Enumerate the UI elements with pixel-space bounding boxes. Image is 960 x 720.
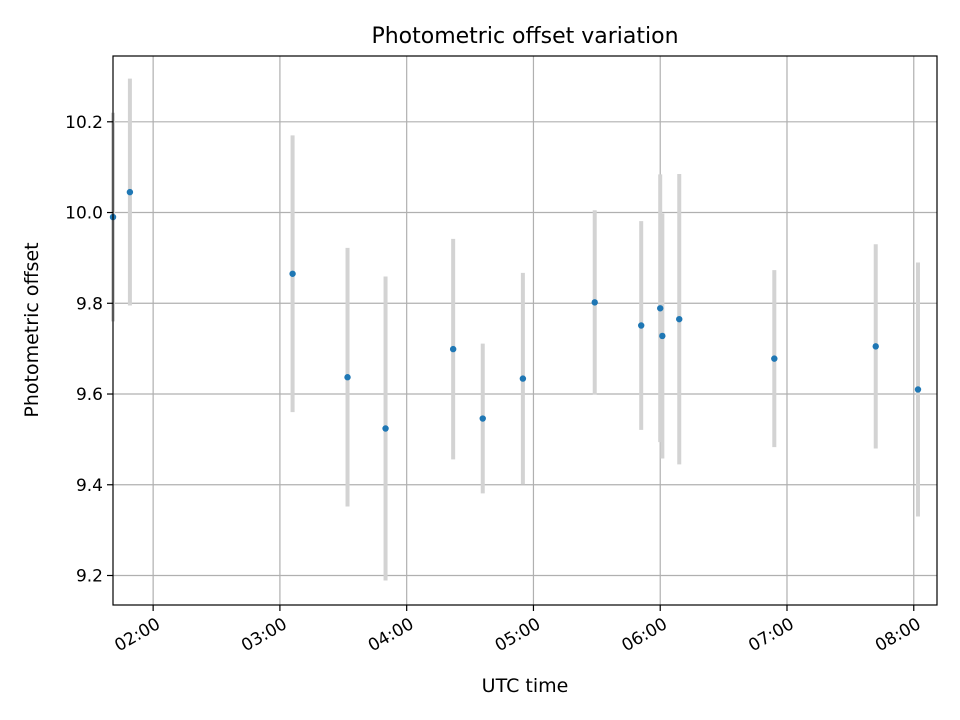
data-point: [638, 322, 645, 329]
data-point: [914, 386, 922, 393]
data-point: [289, 270, 296, 277]
data-point: [659, 332, 666, 340]
data-point: [591, 299, 598, 306]
y-tick-label: 10.2: [65, 113, 103, 133]
data-point: [126, 188, 134, 196]
y-tick-label: 10.0: [65, 204, 103, 224]
y-tick-label: 9.4: [76, 476, 103, 496]
y-axis-label: Photometric offset: [21, 242, 43, 417]
chart-title: Photometric offset variation: [371, 24, 678, 49]
data-point: [676, 315, 683, 323]
data-point: [519, 375, 527, 382]
data-point: [449, 345, 457, 353]
data-point: [382, 425, 389, 432]
plot-frame: [112, 55, 938, 606]
y-tick-label: 9.6: [76, 385, 103, 405]
data-point: [479, 415, 486, 422]
data-point: [771, 355, 778, 362]
data-point: [872, 343, 879, 350]
x-axis-label: UTC time: [482, 675, 569, 697]
data-point: [657, 305, 664, 312]
data-points: [109, 188, 922, 432]
data-point: [344, 374, 351, 381]
y-tick-label: 9.8: [76, 294, 103, 314]
y-tick-label: 9.2: [76, 567, 103, 587]
y-axis-ticks: 9.2 9.4 9.6 9.8 10.0 10.2: [65, 113, 113, 587]
